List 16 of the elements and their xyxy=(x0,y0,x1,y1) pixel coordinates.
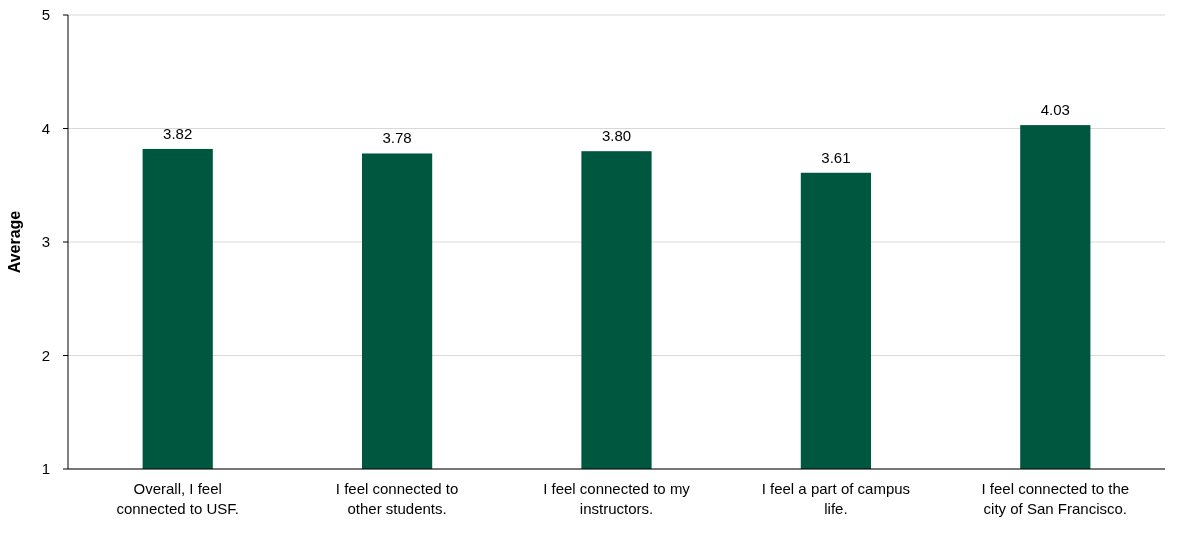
y-tick-label: 3 xyxy=(41,233,50,251)
x-tick-label: I feel connected to other students. xyxy=(335,480,459,517)
y-tick-label: 2 xyxy=(41,346,50,364)
x-tick-label: Overall, I feel connected to USF. xyxy=(116,480,239,517)
data-label: 4.03 xyxy=(1040,101,1070,119)
data-label: 3.78 xyxy=(382,129,412,147)
x-tick-label: I feel a part of campus life. xyxy=(761,480,911,517)
y-tick-label: 1 xyxy=(41,460,50,478)
data-label: 3.80 xyxy=(601,127,632,145)
y-axis-title: Average xyxy=(6,210,23,274)
x-tick-label: I feel connected to my instructors. xyxy=(543,480,691,517)
y-tick-label: 5 xyxy=(41,6,50,24)
data-label: 3.61 xyxy=(821,148,851,166)
y-tick-label: 4 xyxy=(41,119,50,137)
data-label: 3.82 xyxy=(163,124,193,142)
x-tick-label: I feel connected to the city of San Francisco. xyxy=(981,480,1130,517)
